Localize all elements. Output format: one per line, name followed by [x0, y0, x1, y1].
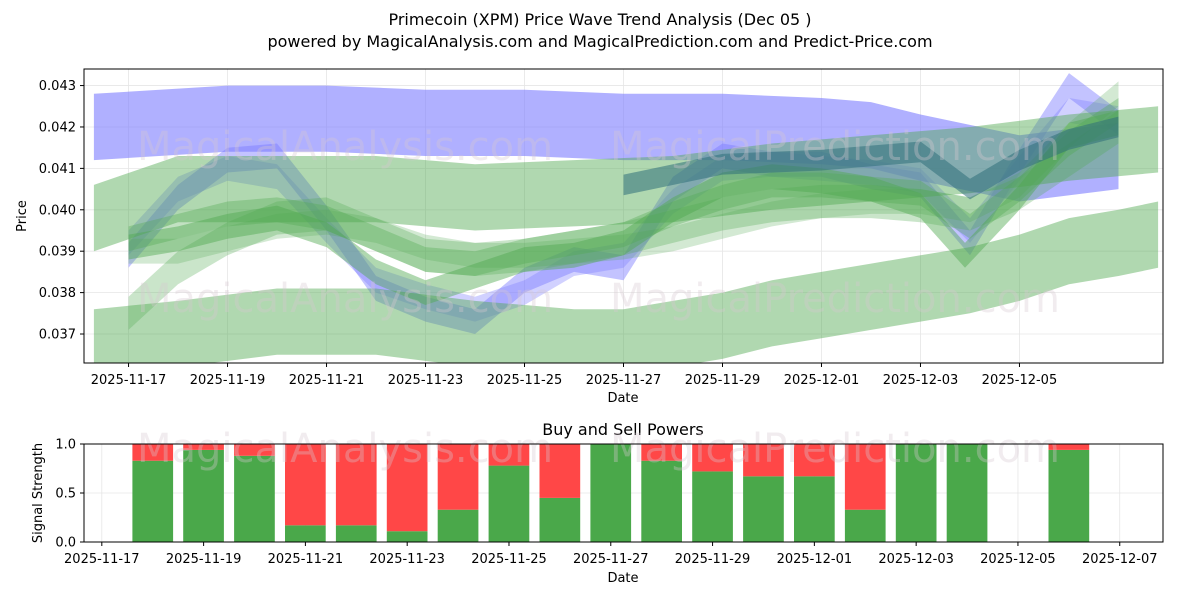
price-y-tick-label: 0.043: [39, 79, 76, 94]
buy-sell-title: Buy and Sell Powers: [542, 420, 704, 439]
sell-bar: [437, 444, 479, 510]
price-x-axis: 2025-11-17 2025-11-19 2025-11-21 2025-11-23…: [91, 363, 1057, 388]
buy-sell-x-tick-label: 2025-11-25: [471, 552, 547, 567]
buy-bar: [794, 476, 835, 542]
buy-sell-x-tick-label: 2025-11-17: [64, 552, 140, 567]
buy-bar: [488, 465, 530, 542]
price-band-5: [128, 110, 1119, 306]
buy-bar: [743, 476, 784, 542]
buy-sell-x-tick-label: 2025-11-27: [573, 552, 649, 567]
buy-bar: [234, 455, 275, 542]
watermark-prediction-bottom: MagicalPrediction.com: [610, 426, 1060, 472]
sell-bar: [641, 444, 682, 461]
price-bands: [93, 73, 1159, 363]
price-trend-chart: MagicalAnalysis.com MagicalPrediction.co…: [15, 68, 1164, 406]
watermark-analysis-top: MagicalAnalysis.com: [137, 124, 553, 170]
sell-bar: [488, 444, 530, 466]
watermark-prediction-top: MagicalPrediction.com: [610, 124, 1060, 170]
price-band-9: [623, 116, 1119, 200]
watermark-analysis-mid: MagicalAnalysis.com: [137, 276, 553, 322]
sell-bar: [794, 444, 835, 477]
buy-sell-y-axis: 0.0 0.5 1.0: [55, 438, 84, 551]
buy-sell-x-axis: 2025-11-17 2025-11-19 2025-11-21 2025-11-23…: [64, 542, 1158, 567]
price-y-axis-label: Price: [15, 200, 30, 232]
price-y-tick-label: 0.042: [39, 120, 76, 135]
buy-sell-chart: Buy and Sell Powers MagicalAnalysis.com …: [31, 420, 1164, 586]
price-band-0: [93, 85, 1119, 202]
watermark-analysis-bottom: MagicalAnalysis.com: [137, 426, 553, 472]
buy-bar: [386, 531, 428, 542]
buy-bar: [844, 509, 886, 542]
buy-sell-y-tick-label: 0.5: [55, 487, 76, 502]
price-x-tick-label: 2025-12-05: [982, 373, 1058, 388]
buy-sell-x-axis-label: Date: [607, 571, 638, 586]
price-y-tick-label: 0.040: [39, 203, 76, 218]
watermark-prediction-mid: MagicalPrediction.com: [610, 276, 1060, 322]
figure-title: Primecoin (XPM) Price Wave Trend Analysi…: [388, 10, 811, 29]
buy-bar: [285, 525, 326, 542]
buy-bar: [437, 509, 479, 542]
buy-sell-x-tick-label: 2025-12-07: [1082, 552, 1158, 567]
buy-sell-y-axis-label: Signal Strength: [31, 443, 46, 543]
price-y-tick-label: 0.038: [39, 286, 76, 301]
buy-bar: [183, 449, 224, 542]
price-x-tick-label: 2025-11-23: [388, 373, 464, 388]
buy-sell-x-tick-label: 2025-11-21: [268, 552, 344, 567]
sell-bar: [692, 444, 733, 472]
sell-bar: [743, 444, 784, 477]
sell-bar: [1048, 444, 1090, 450]
price-band-4: [93, 201, 1159, 363]
price-x-tick-label: 2025-12-03: [883, 373, 959, 388]
price-y-tick-label: 0.037: [39, 328, 76, 343]
price-plot-area: [93, 73, 1159, 363]
buy-bar: [1048, 449, 1090, 542]
buy-sell-x-tick-label: 2025-11-19: [166, 552, 242, 567]
buy-bar: [895, 444, 937, 542]
buy-sell-x-tick-label: 2025-12-01: [777, 552, 853, 567]
sell-bar: [539, 444, 581, 498]
price-x-tick-label: 2025-11-17: [91, 373, 167, 388]
buy-bar: [590, 444, 632, 542]
price-band-6: [128, 98, 1119, 276]
price-y-tick-label: 0.041: [39, 162, 76, 177]
price-y-tick-label: 0.039: [39, 245, 76, 260]
figure-subtitle: powered by MagicalAnalysis.com and Magic…: [267, 32, 932, 51]
buy-sell-bars: [132, 444, 1090, 542]
buy-bar: [641, 460, 682, 542]
sell-bar: [386, 444, 428, 532]
buy-bar: [692, 471, 733, 542]
price-x-tick-label: 2025-11-29: [685, 373, 761, 388]
price-x-tick-label: 2025-12-01: [784, 373, 860, 388]
sell-bar: [285, 444, 326, 526]
price-band-8: [128, 81, 1119, 268]
sell-bar: [183, 444, 224, 450]
price-x-tick-label: 2025-11-27: [586, 373, 662, 388]
price-x-tick-label: 2025-11-21: [289, 373, 365, 388]
sell-bar: [335, 444, 377, 526]
sell-bar: [132, 444, 174, 461]
buy-sell-x-tick-label: 2025-12-05: [980, 552, 1056, 567]
buy-sell-y-tick-label: 0.0: [55, 536, 76, 551]
price-x-axis-label: Date: [607, 391, 638, 406]
sell-bar: [844, 444, 886, 510]
buy-sell-y-tick-label: 1.0: [55, 438, 76, 453]
price-y-axis: 0.037 0.038 0.039 0.040 0.041 0.042 0.043: [39, 79, 84, 343]
buy-bar: [946, 444, 988, 542]
buy-bar: [132, 460, 174, 542]
price-band-7: [128, 110, 1119, 330]
price-x-tick-label: 2025-11-19: [190, 373, 266, 388]
buy-sell-x-tick-label: 2025-11-29: [675, 552, 751, 567]
price-x-tick-label: 2025-11-25: [487, 373, 563, 388]
buy-sell-x-tick-label: 2025-12-03: [878, 552, 954, 567]
buy-sell-x-tick-label: 2025-11-23: [369, 552, 445, 567]
buy-bar: [335, 525, 377, 542]
sell-bar: [234, 444, 275, 456]
buy-bar: [539, 497, 581, 542]
